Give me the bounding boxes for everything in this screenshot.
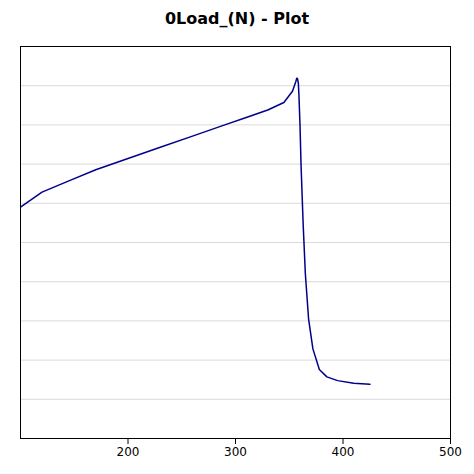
html-text:0Load_(N) - Plot: 0Load_(N) - Plot bbox=[164, 9, 310, 28]
svg-text:300: 300 bbox=[224, 445, 247, 459]
svg-text:500: 500 bbox=[439, 445, 462, 459]
svg-text:200: 200 bbox=[117, 445, 140, 459]
svg-text:400: 400 bbox=[332, 445, 355, 459]
